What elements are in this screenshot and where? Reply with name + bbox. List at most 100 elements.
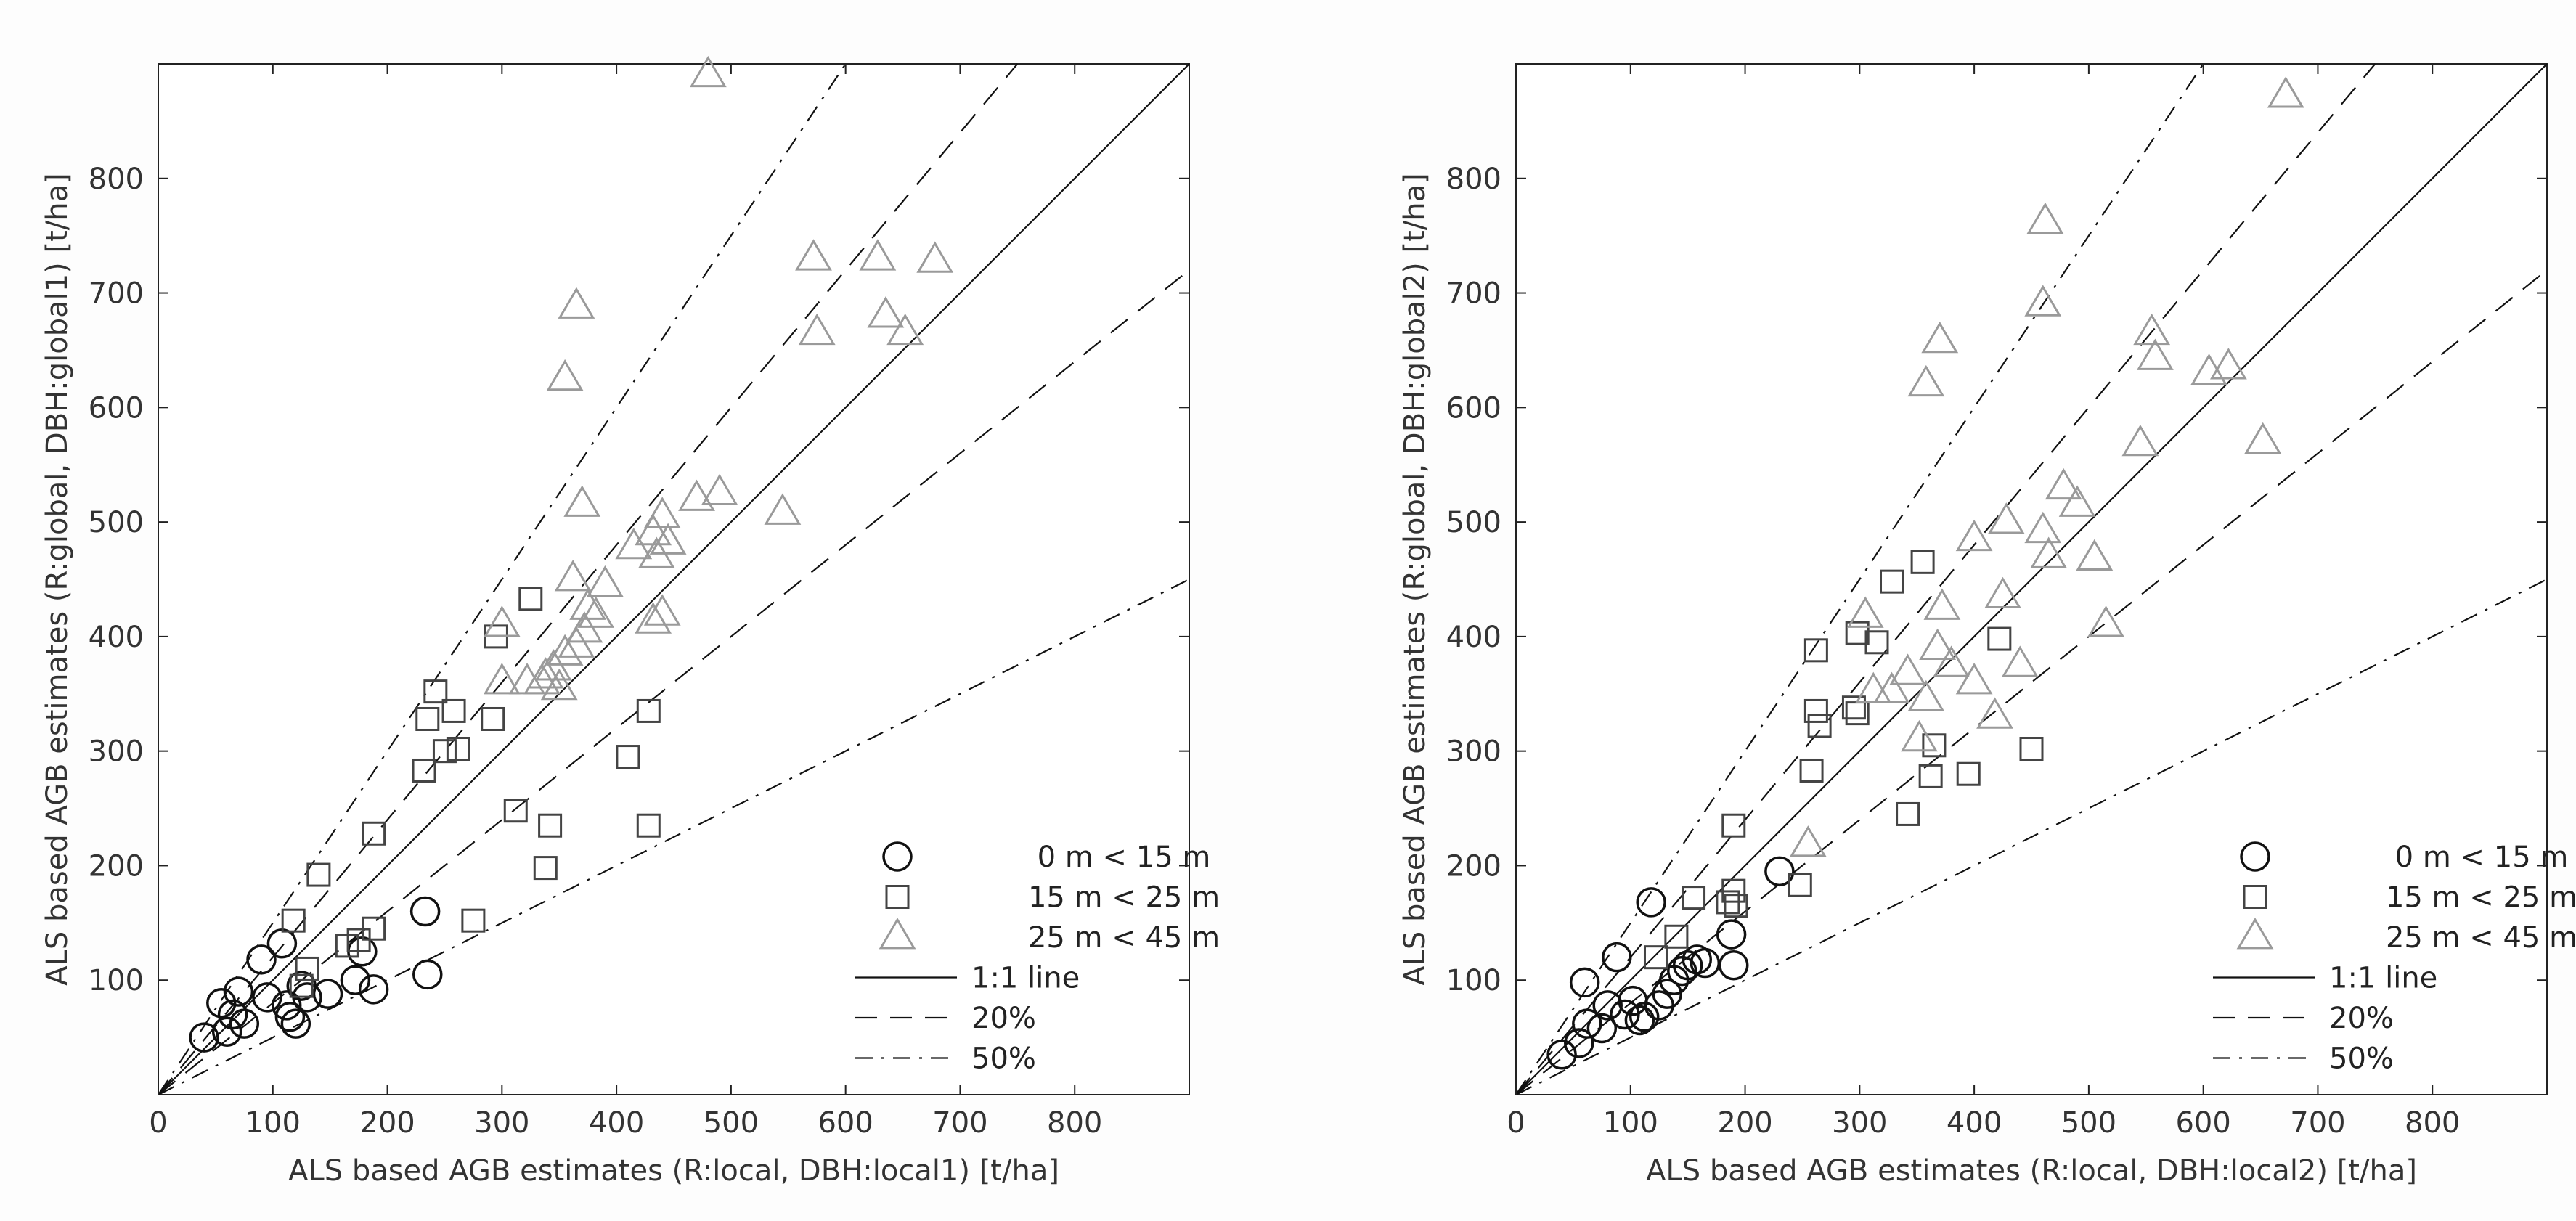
square-marker [1922, 733, 1947, 758]
triangle-marker [615, 527, 653, 560]
reference-line-solid [1515, 63, 2548, 1095]
reference-line-dash-dot [158, 579, 1190, 1095]
y-tick-label: 800 [1446, 163, 1501, 196]
left-x-axis-label: ALS based AGB estimates (R:local, DBH:lo… [288, 1154, 1059, 1188]
x-tick-label: 700 [2290, 1106, 2345, 1140]
triangle-marker [2133, 313, 2171, 346]
x-tick-label: 400 [589, 1106, 644, 1140]
square-marker [432, 739, 457, 764]
square-marker [289, 973, 314, 998]
y-tick-label: 700 [1446, 277, 1501, 311]
circle-marker [1716, 919, 1747, 950]
y-tick-label: 400 [1446, 621, 1501, 654]
circle-marker [217, 999, 248, 1030]
triangle-marker [1846, 596, 1884, 628]
right-chart: 0 100 200 300 400 500 600 700 800 100 200 300 400 500… [1398, 63, 2576, 1188]
triangle-marker [2121, 424, 2159, 457]
square-marker [423, 679, 448, 704]
square-marker [1896, 801, 1920, 826]
triangle-marker [649, 523, 687, 555]
legend-label-p20: 20% [2329, 1002, 2394, 1035]
legend-circle-icon [882, 841, 913, 872]
triangle-marker [586, 565, 624, 597]
square-marker [1721, 813, 1746, 838]
legend-triangle-icon [2236, 918, 2274, 950]
circle-marker [252, 982, 282, 1013]
circle-marker [1667, 955, 1697, 987]
legend-label-p50: 50% [971, 1042, 1036, 1076]
square-marker [1799, 758, 1824, 783]
right-ticks: 0 100 200 300 400 500 600 700 800 100 200 300 400 500… [1446, 64, 2547, 1140]
square-marker [1803, 638, 1828, 663]
x-tick-label: 300 [1832, 1106, 1887, 1140]
square-marker [1807, 714, 1832, 738]
legend-label-h1: 0 m < 15 m [1038, 841, 1211, 874]
x-tick-label: 0 [149, 1106, 167, 1140]
y-tick-label: 800 [89, 163, 144, 196]
legend-label-h1: 0 m < 15 m [2395, 841, 2569, 874]
legend-label-h2: 15 m < 25 m [2386, 881, 2576, 915]
triangle-marker [2045, 467, 2082, 500]
legend-label-h3: 25 m < 45 m [2386, 921, 2576, 955]
x-tick-label: 800 [2405, 1106, 2460, 1140]
square-marker [1987, 626, 2012, 651]
circle-marker [1602, 942, 1632, 973]
square-marker [1721, 878, 1746, 903]
reference-line-dash-dot [1515, 63, 2204, 1095]
reference-line-dash-dot [1515, 579, 2548, 1095]
legend-label-one_to_one: 1:1 line [2329, 962, 2437, 995]
triangle-marker [678, 479, 715, 511]
square-marker [636, 813, 661, 838]
triangle-marker [1987, 502, 2025, 534]
square-marker [518, 587, 543, 611]
circle-marker [274, 1001, 306, 1032]
triangle-marker [2030, 536, 2068, 568]
square-marker [1664, 924, 1689, 949]
circle-marker [1592, 990, 1623, 1021]
circle-marker [1569, 967, 1600, 998]
triangle-marker [701, 473, 738, 506]
triangle-marker [1955, 663, 1993, 695]
triangle-marker [483, 605, 521, 637]
square-marker [1682, 886, 1706, 910]
x-tick-label: 400 [1947, 1106, 2002, 1140]
left-chart: 0 100 200 300 400 500 600 700 800 100 200 300 400 500… [41, 55, 1220, 1188]
triangle-marker [643, 497, 681, 528]
triangle-marker [1955, 519, 1993, 552]
triangle-marker [2267, 76, 2304, 108]
square-marker [461, 908, 486, 933]
triangle-marker [2026, 202, 2064, 234]
circle-marker [1764, 856, 1795, 887]
triangle-marker [2024, 511, 2062, 544]
y-tick-label: 200 [1446, 849, 1501, 883]
y-tick-label: 100 [1446, 964, 1501, 997]
square-marker [1643, 945, 1668, 970]
triangle-marker [540, 668, 578, 701]
triangle-marker [886, 313, 924, 346]
triangle-marker [859, 239, 897, 271]
legend-square-icon [885, 885, 910, 909]
square-marker [616, 745, 640, 769]
triangle-marker [2087, 605, 2124, 637]
right-x-axis-label: ALS based AGB estimates (R:local, DBH:lo… [1646, 1154, 2417, 1188]
square-marker [1918, 764, 1943, 788]
y-tick-label: 700 [89, 277, 144, 311]
triangle-marker [635, 602, 672, 634]
x-tick-label: 800 [1047, 1106, 1102, 1140]
square-marker [1864, 630, 1889, 655]
legend-label-p50: 50% [2329, 1042, 2394, 1076]
triangle-marker [1933, 645, 1970, 677]
circle-marker [1586, 1013, 1618, 1044]
triangle-marker [1923, 588, 1961, 620]
triangle-marker [1854, 671, 1892, 704]
circle-marker [340, 965, 371, 995]
legend-label-one_to_one: 1:1 line [971, 962, 1080, 995]
triangle-marker [916, 241, 954, 273]
left-legend: 0 m < 15 m 15 m < 25 m 25 m < 45 m 1:1 line… [855, 841, 1220, 1076]
square-marker [636, 698, 661, 723]
reference-line-dashed [1515, 63, 2376, 1095]
right-legend: 0 m < 15 m 15 m < 25 m 25 m < 45 m 1:1 line… [2213, 841, 2576, 1076]
reference-line-dash-dot [158, 63, 847, 1095]
square-marker [1841, 695, 1866, 720]
